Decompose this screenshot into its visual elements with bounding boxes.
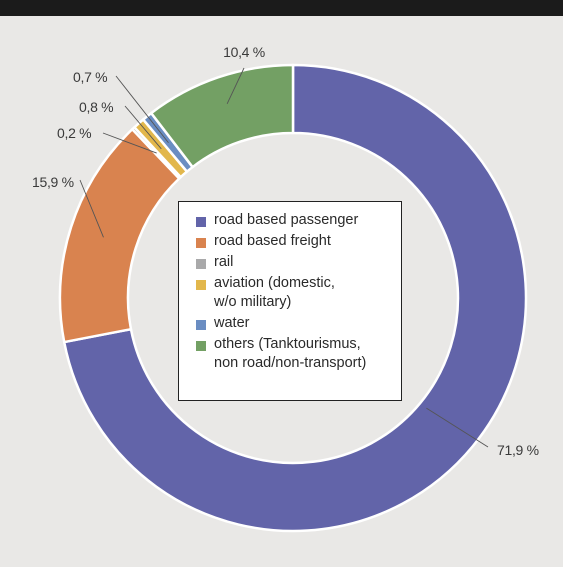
- slice-road-passenger: [62, 63, 528, 533]
- legend-label-aviation: aviation (domestic, w/o military): [214, 275, 335, 310]
- leader-line-aviation: [124, 105, 162, 150]
- leader-line-water: [115, 75, 169, 144]
- value-label-aviation: 0,8 %: [79, 99, 113, 115]
- value-label-others: 10,4 %: [223, 44, 265, 60]
- legend-item-road-passenger: road based passenger: [196, 211, 391, 230]
- legend-label-water: water: [214, 315, 250, 331]
- legend-item-others: others (Tanktourismus, non road/non-trans…: [196, 335, 391, 373]
- legend-item-road-freight: road based freight: [196, 232, 391, 251]
- legend-label-others: others (Tanktourismus, non road/non-trans…: [214, 336, 367, 371]
- legend-label-road-freight: road based freight: [214, 233, 331, 249]
- value-label-rail: 0,2 %: [57, 125, 91, 141]
- value-label-water: 0,7 %: [73, 69, 107, 85]
- leader-line-road-passenger: [426, 407, 489, 448]
- legend-item-rail: rail: [196, 253, 391, 272]
- legend-label-road-passenger: road based passenger: [214, 212, 359, 228]
- leader-line-others: [226, 67, 245, 105]
- legend-swatch-aviation: [196, 280, 206, 290]
- legend-swatch-road-passenger: [196, 217, 206, 227]
- legend-swatch-road-freight: [196, 238, 206, 248]
- legend: road based passenger road based freight ra…: [178, 201, 402, 401]
- leader-line-road-freight: [79, 179, 104, 238]
- top-bar: [0, 0, 563, 16]
- legend-item-water: water: [196, 314, 391, 333]
- value-label-road-passenger: 71,9 %: [497, 442, 539, 458]
- leader-line-rail: [102, 132, 157, 154]
- legend-label-rail: rail: [214, 254, 234, 270]
- legend-item-aviation: aviation (domestic, w/o military): [196, 274, 391, 312]
- legend-swatch-others: [196, 341, 206, 351]
- legend-swatch-rail: [196, 259, 206, 269]
- legend-swatch-water: [196, 320, 206, 330]
- slice-others: [149, 63, 295, 169]
- value-label-road-freight: 15,9 %: [32, 174, 74, 190]
